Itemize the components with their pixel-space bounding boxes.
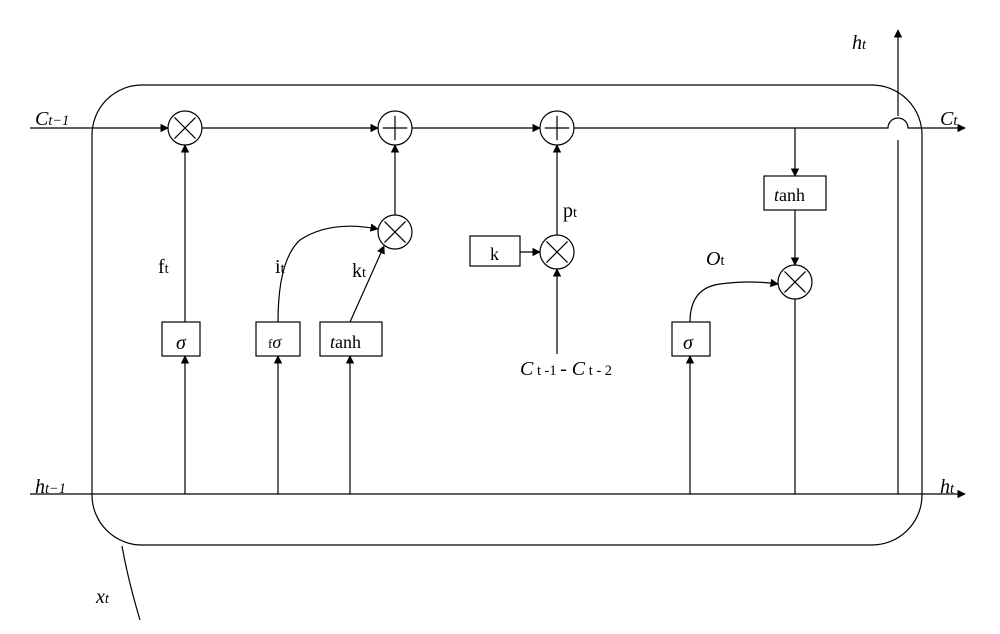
label-h-out: ht <box>940 476 954 499</box>
edge-k_up2 <box>350 246 384 322</box>
label-o-t: Ot <box>706 248 724 271</box>
op-mul_p <box>540 235 574 269</box>
op-add_i <box>378 111 412 145</box>
op-mul_out <box>778 265 812 299</box>
label-i-t: it <box>275 256 285 279</box>
cell-container <box>92 85 922 545</box>
label-k-box: k <box>490 244 499 265</box>
label-c-prev: Ct−1 <box>35 108 69 131</box>
op-mul_ik <box>378 215 412 249</box>
op-mul_f <box>168 111 202 145</box>
edge-c_seg3 <box>574 118 965 128</box>
label-h-prev: ht−1 <box>35 476 66 499</box>
edge-o_to_mul <box>690 282 778 322</box>
label-h-top: ht <box>852 32 866 55</box>
label-c-out: Ct <box>940 108 957 131</box>
label-f-t: ft <box>158 256 169 279</box>
label-k-t: kt <box>352 260 366 283</box>
lstm-cell-diagram: Ct−1 Ct ht−1 ht ht xt ft it kt pt Ot C t… <box>0 0 1000 634</box>
label-tanh-out: tanh <box>774 185 805 206</box>
edge-x_curve <box>122 546 140 620</box>
label-sigma-f: σ <box>176 332 186 355</box>
diagram-svg <box>0 0 1000 634</box>
label-cdiff: C t -1 - C t - 2 <box>520 358 612 381</box>
label-tanh-k: tanh <box>330 332 361 353</box>
label-sigma-i: fσ <box>268 332 281 353</box>
label-p-t: pt <box>563 200 577 223</box>
op-add_p <box>540 111 574 145</box>
label-x-in: xt <box>96 586 109 609</box>
label-sigma-o: σ <box>683 332 693 355</box>
